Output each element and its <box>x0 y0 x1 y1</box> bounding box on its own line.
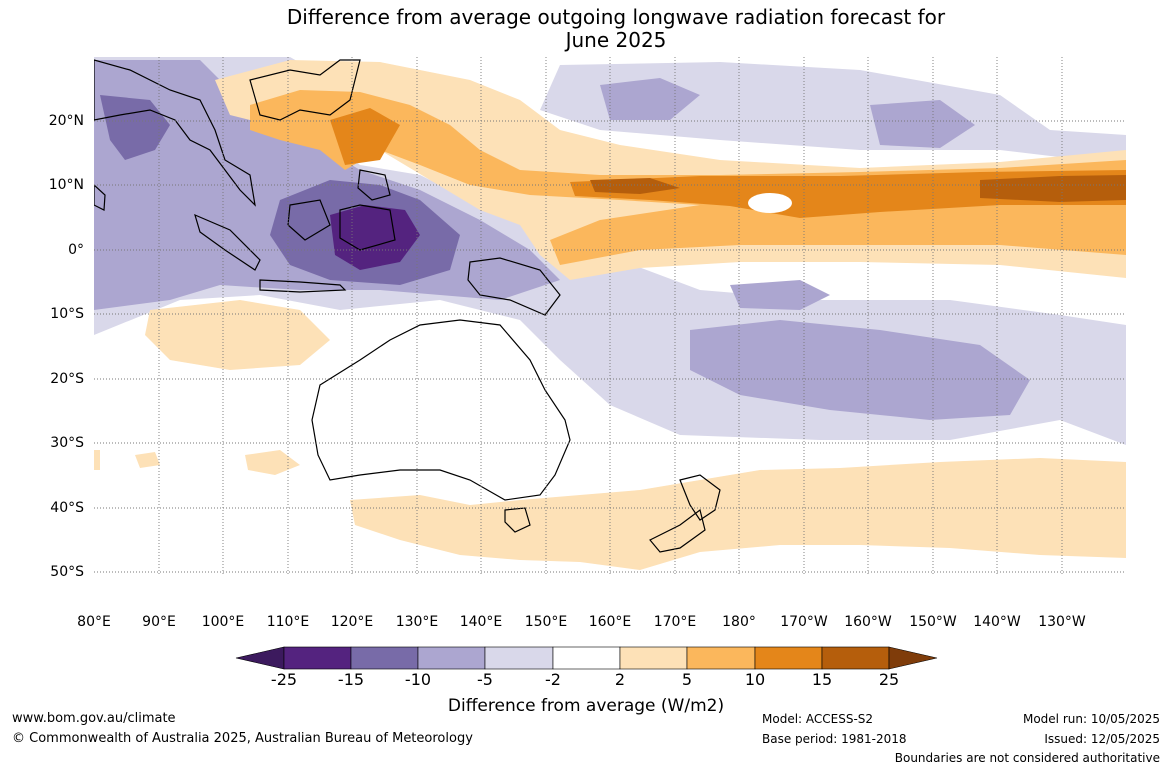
y-tick-label: 30°S <box>50 435 84 451</box>
base-period: Base period: 1981-2018 <box>762 732 907 746</box>
colorbar-tick-label: -10 <box>404 670 432 689</box>
positive-anomaly-region <box>350 458 1126 570</box>
negative-anomaly-region <box>730 280 830 310</box>
colorbar-bin <box>350 646 419 670</box>
positive-anomaly-region <box>94 450 100 470</box>
map-title-line1: Difference from average outgoing longwav… <box>286 5 946 29</box>
colorbar-tick-label: -2 <box>545 670 561 689</box>
colorbar-tick-label: -25 <box>270 670 298 689</box>
boundaries-disclaimer: Boundaries are not considered authoritat… <box>894 751 1160 765</box>
positive-anomaly-region <box>135 452 160 468</box>
negative-anomaly-region <box>330 205 420 270</box>
positive-anomaly-region <box>980 175 1126 202</box>
colorbar-bin <box>283 646 352 670</box>
x-tick-label: 140°E <box>459 614 503 630</box>
x-tick-label: 180° <box>722 614 756 630</box>
colorbar-bin <box>619 646 688 670</box>
colorbar-tick-label: 25 <box>878 670 900 689</box>
colorbar-bin <box>686 646 756 670</box>
y-tick-label: 40°S <box>50 500 84 516</box>
x-tick-label: 100°E <box>201 614 245 630</box>
colorbar <box>235 646 938 670</box>
y-tick-label: 50°S <box>50 564 84 580</box>
colorbar-tick-label: 2 <box>614 670 626 689</box>
x-tick-label: 160°E <box>588 614 632 630</box>
copyright-text: © Commonwealth of Australia 2025, Austra… <box>12 731 473 746</box>
x-tick-label: 170°W <box>780 614 828 630</box>
x-tick-label: 110°E <box>266 614 310 630</box>
colorbar-bin <box>552 646 621 670</box>
neutral-pocket <box>748 193 792 213</box>
coastlines <box>94 59 721 553</box>
x-tick-label: 120°E <box>330 614 374 630</box>
positive-anomaly-region <box>145 300 330 370</box>
colorbar-bin <box>417 646 486 670</box>
website-link[interactable]: www.bom.gov.au/climate <box>12 711 176 726</box>
colorbar-bin <box>821 646 890 670</box>
negative-anomaly-region <box>690 320 1030 420</box>
positive-anomaly-region <box>330 108 400 165</box>
colorbar-tick-label: -15 <box>337 670 365 689</box>
graticule <box>94 57 1126 575</box>
positive-anomaly-region <box>590 178 680 194</box>
y-tick-label: 10°N <box>48 177 84 193</box>
x-tick-label: 130°E <box>395 614 439 630</box>
negative-anomaly-region <box>600 78 700 120</box>
negative-anomaly-region <box>540 62 1126 165</box>
x-tick-label: 160°W <box>844 614 892 630</box>
colorbar-min-arrow <box>235 646 285 670</box>
colorbar-bin <box>754 646 823 670</box>
colorbar-tick-label: 10 <box>744 670 766 689</box>
y-tick-label: 20°S <box>50 371 84 387</box>
model-name: Model: ACCESS-S2 <box>762 712 874 726</box>
colorbar-bin <box>484 646 554 670</box>
issued-date: Issued: 12/05/2025 <box>1044 732 1160 746</box>
map-title-line2: June 2025 <box>565 28 667 52</box>
model-run-date: Model run: 10/05/2025 <box>1022 712 1160 726</box>
colorbar-max-arrow <box>888 646 938 670</box>
anomaly-field <box>94 57 1126 575</box>
colorbar-tick-label: 15 <box>811 670 833 689</box>
x-tick-label: 170°E <box>653 614 697 630</box>
x-tick-label: 130°W <box>1038 614 1086 630</box>
x-tick-label: 80°E <box>77 614 111 630</box>
colorbar-tick-label: 5 <box>681 670 693 689</box>
x-tick-label: 150°E <box>524 614 568 630</box>
x-tick-label: 90°E <box>142 614 176 630</box>
y-tick-label: 10°S <box>50 306 84 322</box>
y-tick-label: 0° <box>68 242 84 258</box>
colorbar-tick-label: -5 <box>477 670 493 689</box>
positive-anomaly-region <box>245 450 300 475</box>
colorbar-label: Difference from average (W/m2) <box>447 696 725 716</box>
negative-anomaly-region <box>870 100 975 148</box>
y-tick-label: 20°N <box>48 113 84 129</box>
x-tick-label: 140°W <box>973 614 1021 630</box>
x-tick-label: 150°W <box>909 614 957 630</box>
